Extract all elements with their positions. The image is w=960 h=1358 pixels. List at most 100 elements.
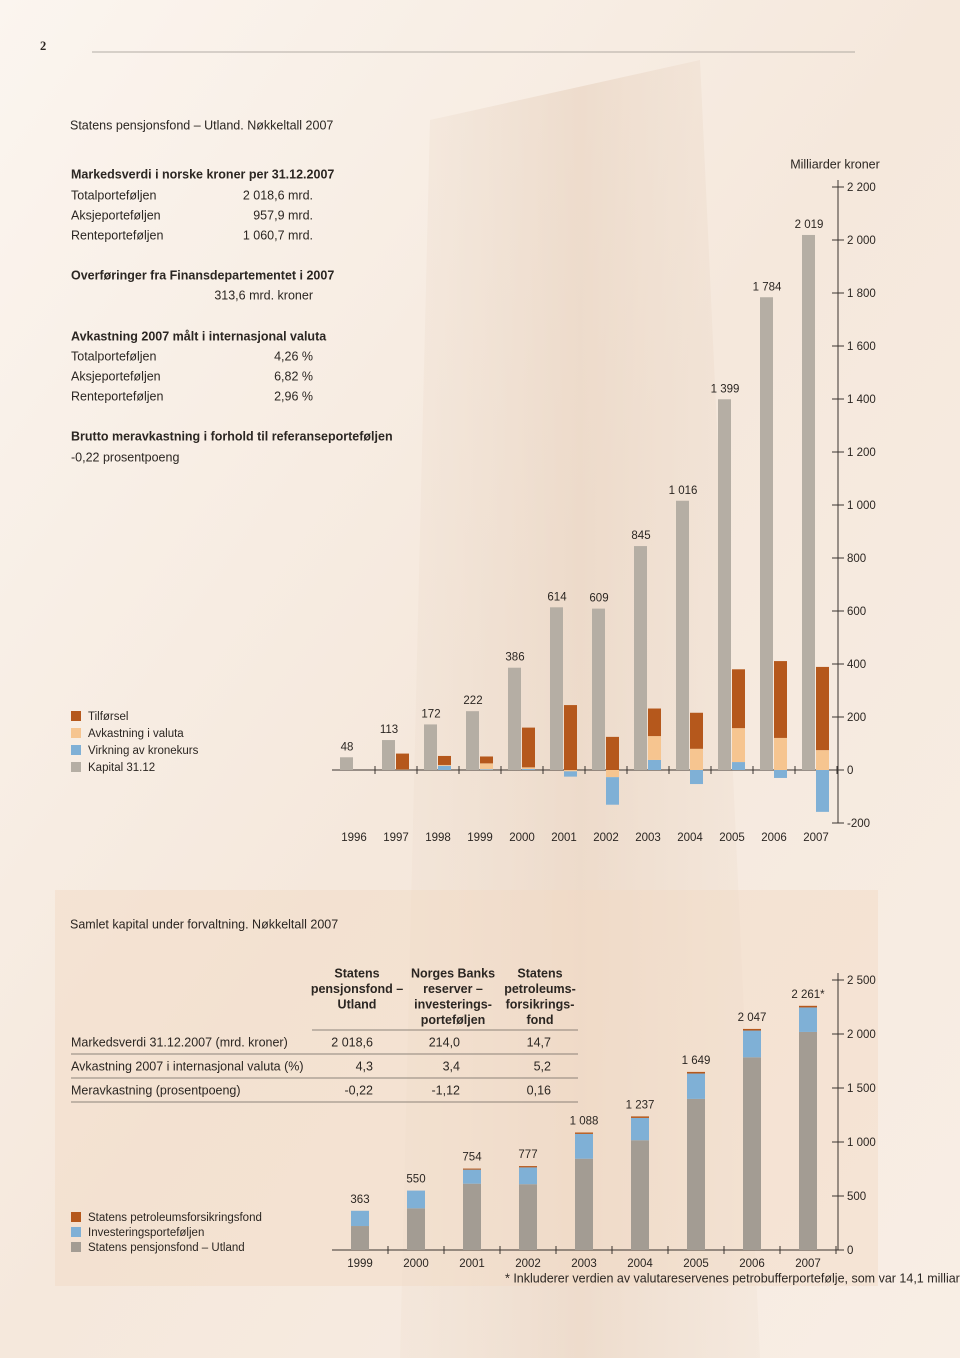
bar-segment (463, 1169, 481, 1184)
bar-segment (648, 736, 661, 760)
value-label: 845 (631, 530, 650, 542)
bar-segment (351, 1210, 369, 1227)
bar-segment (690, 748, 703, 770)
total-label: 777 (518, 1149, 537, 1161)
column-header: Statens (334, 966, 379, 980)
bar-segment (690, 770, 703, 785)
y-tick-label: 1 800 (847, 288, 876, 300)
background-building (400, 60, 760, 1358)
row-label: Totalporteføljen (71, 349, 157, 363)
x-tick-label: 2003 (571, 1258, 597, 1270)
bar-segment (690, 712, 703, 749)
bar-segment (760, 297, 773, 770)
total-label: 2 261* (791, 989, 825, 1001)
row-label: Renteporteføljen (71, 389, 163, 403)
table-cell: 2 018,6 (331, 1035, 373, 1049)
x-tick-label: 2007 (803, 832, 829, 844)
legend-label: Kapital 31.12 (88, 762, 155, 774)
row-label: Markedsverdi 31.12.2007 (mrd. kroner) (71, 1035, 288, 1049)
bar-segment (407, 1208, 425, 1250)
bar-segment (522, 768, 535, 770)
value-label: 386 (505, 652, 524, 664)
bar-segment (606, 736, 619, 770)
table-cell: -0,22 (345, 1083, 374, 1097)
bar-segment (648, 759, 661, 770)
bar-segment (687, 1098, 705, 1250)
bar-segment (732, 762, 745, 770)
value-label: 1 784 (753, 281, 782, 293)
bar-segment (592, 608, 605, 770)
x-tick-label: 2004 (677, 832, 703, 844)
value-label: 48 (341, 741, 354, 753)
bar-segment (519, 1166, 537, 1168)
bar-segment (732, 728, 745, 763)
bar-segment (799, 1031, 817, 1250)
x-tick-label: 2001 (459, 1258, 485, 1270)
row-value: 4,26 % (274, 349, 313, 363)
x-tick-label: 2001 (551, 832, 577, 844)
y-tick-label: 800 (847, 553, 866, 565)
row-value: 2,96 % (274, 389, 313, 403)
total-label: 754 (462, 1152, 482, 1164)
bar-segment (575, 1133, 593, 1159)
bar-segment (340, 757, 353, 770)
legend-swatch (71, 1242, 81, 1252)
table-cell: 214,0 (429, 1035, 460, 1049)
legend-label: Statens pensjonsfond – Utland (88, 1242, 245, 1254)
y-tick-label: 0 (847, 1245, 853, 1257)
total-label: 1 088 (570, 1116, 599, 1128)
bar-segment (799, 1005, 817, 1008)
column-header: reserver – (423, 982, 483, 996)
section-title: Samlet kapital under forvaltning. Nøkkel… (70, 917, 338, 931)
row-value: 957,9 mrd. (253, 208, 313, 222)
bar-segment (463, 1168, 481, 1170)
bar-segment (550, 607, 563, 770)
bar-segment (466, 711, 479, 770)
page-number: 2 (40, 39, 46, 53)
y-tick-label: 200 (847, 712, 866, 724)
y-tick-label: 400 (847, 659, 866, 671)
y-tick-label: 1 000 (847, 500, 876, 512)
x-tick-label: 2003 (635, 832, 661, 844)
value-label: 1 016 (669, 485, 698, 497)
bar-segment (508, 667, 521, 770)
bar-segment (732, 669, 745, 729)
bar-segment (575, 1158, 593, 1250)
column-header: Norges Banks (411, 966, 495, 980)
bar-segment (564, 705, 577, 770)
legend-swatch (71, 745, 81, 755)
bar-segment (676, 500, 689, 770)
column-header: pensjonsfond – (311, 982, 403, 996)
x-tick-label: 1998 (425, 832, 451, 844)
bar-segment (522, 767, 535, 769)
bar-segment (802, 234, 815, 771)
table-cell: 5,2 (534, 1059, 551, 1073)
bar-segment (382, 740, 395, 770)
bar-segment (743, 1028, 761, 1031)
bar-segment (407, 1190, 425, 1209)
legend-swatch (71, 728, 81, 738)
x-tick-label: 2004 (627, 1258, 653, 1270)
bar-segment (396, 753, 409, 770)
value-label: 1 399 (711, 383, 740, 395)
column-header: porteføljen (421, 1013, 486, 1027)
bar-segment (480, 763, 493, 770)
row-value: 2 018,6 mrd. (243, 188, 313, 202)
column-header: petroleums- (504, 982, 576, 996)
bar-segment (575, 1132, 593, 1134)
bar-segment (718, 399, 731, 770)
y-tick-label: 0 (847, 765, 853, 777)
bar-segment (424, 724, 437, 770)
y-tick-label: 1 200 (847, 447, 876, 459)
legend-swatch (71, 1227, 81, 1237)
bar-segment (687, 1073, 705, 1099)
table-cell: 3,4 (443, 1059, 460, 1073)
bar-segment (799, 1007, 817, 1032)
row-value: 1 060,7 mrd. (243, 228, 313, 242)
bar-segment (480, 769, 493, 770)
table-cell: -1,12 (432, 1083, 461, 1097)
bar-segment (743, 1030, 761, 1058)
y-tick-label: 1 500 (847, 1083, 876, 1095)
bar-segment (816, 770, 829, 812)
